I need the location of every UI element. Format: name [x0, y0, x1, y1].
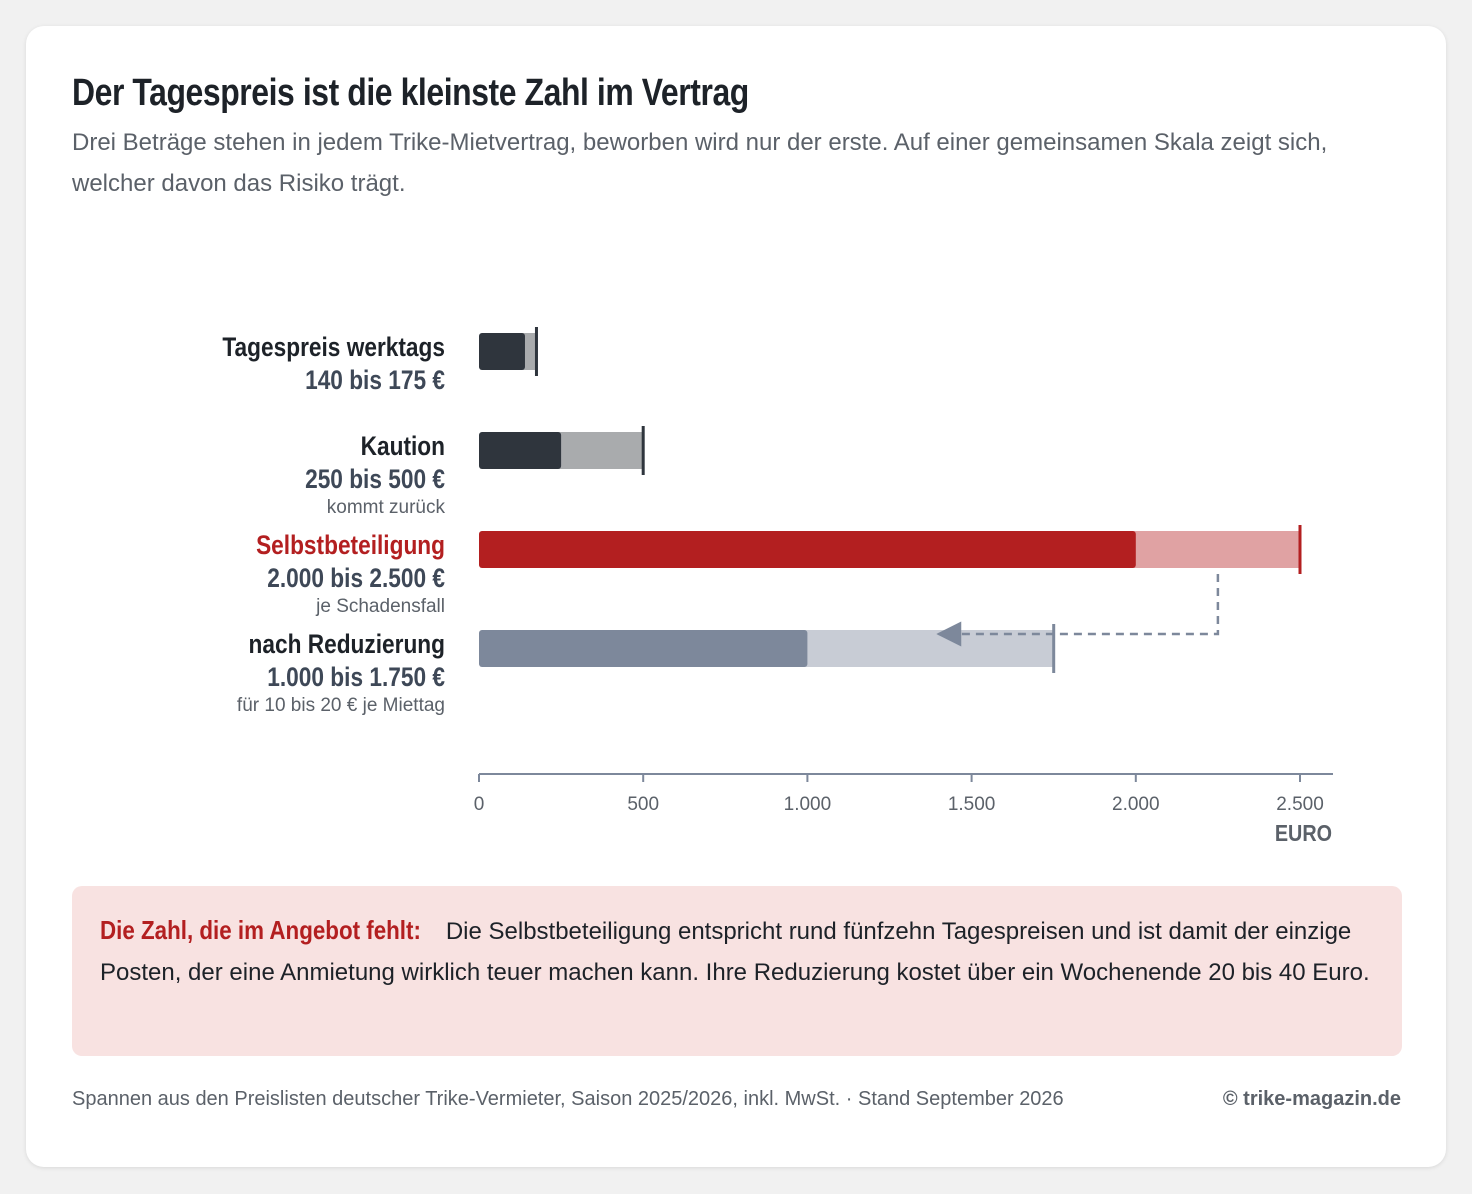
row-range-label: 250 bis 500 €: [305, 464, 445, 494]
callout-text: Die Selbstbeteiligung entspricht rund fü…: [100, 918, 1370, 986]
x-tick-label: 1.000: [784, 794, 832, 815]
x-tick-label: 500: [627, 794, 659, 815]
chart-subtitle: Drei Beträge stehen in jedem Trike-Mietv…: [72, 129, 1328, 197]
row-name-label: Kaution: [361, 431, 445, 461]
row-name-label: Selbstbeteiligung: [256, 530, 445, 560]
source-note: Spannen aus den Preislisten deutscher Tr…: [72, 1088, 1064, 1110]
row-name-label: nach Reduzierung: [249, 629, 445, 659]
row-note-label: für 10 bis 20 € je Miettag: [237, 695, 445, 716]
row-range-label: 140 bis 175 €: [305, 365, 445, 395]
callout-lead: Die Zahl, die im Angebot fehlt:: [100, 915, 421, 945]
max-tick-mark: [1052, 624, 1056, 673]
range-bar-segment: [557, 432, 644, 469]
row-range-label: 2.000 bis 2.500 €: [267, 563, 445, 593]
x-tick-label: 2.500: [1276, 794, 1324, 815]
max-tick-mark: [534, 327, 538, 376]
max-tick-mark: [641, 426, 645, 475]
row-note-label: je Schadensfall: [315, 596, 445, 617]
max-tick-mark: [1298, 525, 1302, 574]
base-bar-segment: [479, 630, 808, 667]
x-tick-label: 2.000: [1112, 794, 1160, 815]
base-bar-segment: [479, 432, 562, 469]
row-range-label: 1.000 bis 1.750 €: [267, 662, 445, 692]
chart-title: Der Tagespreis ist die kleinste Zahl im …: [72, 72, 749, 114]
base-bar-segment: [479, 333, 525, 370]
x-tick-label: 1.500: [948, 794, 996, 815]
row-name-label: Tagespreis werktags: [222, 332, 445, 362]
callout-box: Die Zahl, die im Angebot fehlt: Die Selb…: [72, 886, 1402, 1056]
credit-link[interactable]: © trike-magazin.de: [1222, 1088, 1401, 1110]
base-bar-segment: [479, 531, 1136, 568]
x-axis-label: EURO: [1275, 821, 1332, 847]
range-bar-segment: [803, 630, 1054, 667]
reduction-arrow: [936, 574, 1220, 647]
row-note-label: kommt zurück: [327, 497, 446, 518]
range-bar-segment: [1131, 531, 1300, 568]
x-tick-label: 0: [474, 794, 485, 815]
